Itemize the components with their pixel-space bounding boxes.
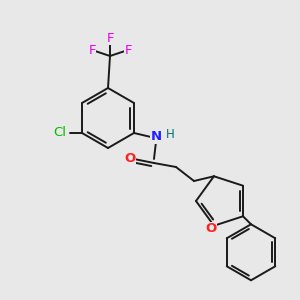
Text: O: O bbox=[205, 222, 217, 235]
Text: N: N bbox=[150, 130, 161, 143]
Text: O: O bbox=[124, 152, 136, 166]
Text: F: F bbox=[88, 44, 96, 56]
Text: F: F bbox=[106, 32, 114, 44]
Text: F: F bbox=[124, 44, 132, 56]
Text: H: H bbox=[166, 128, 174, 140]
Text: Cl: Cl bbox=[53, 127, 67, 140]
